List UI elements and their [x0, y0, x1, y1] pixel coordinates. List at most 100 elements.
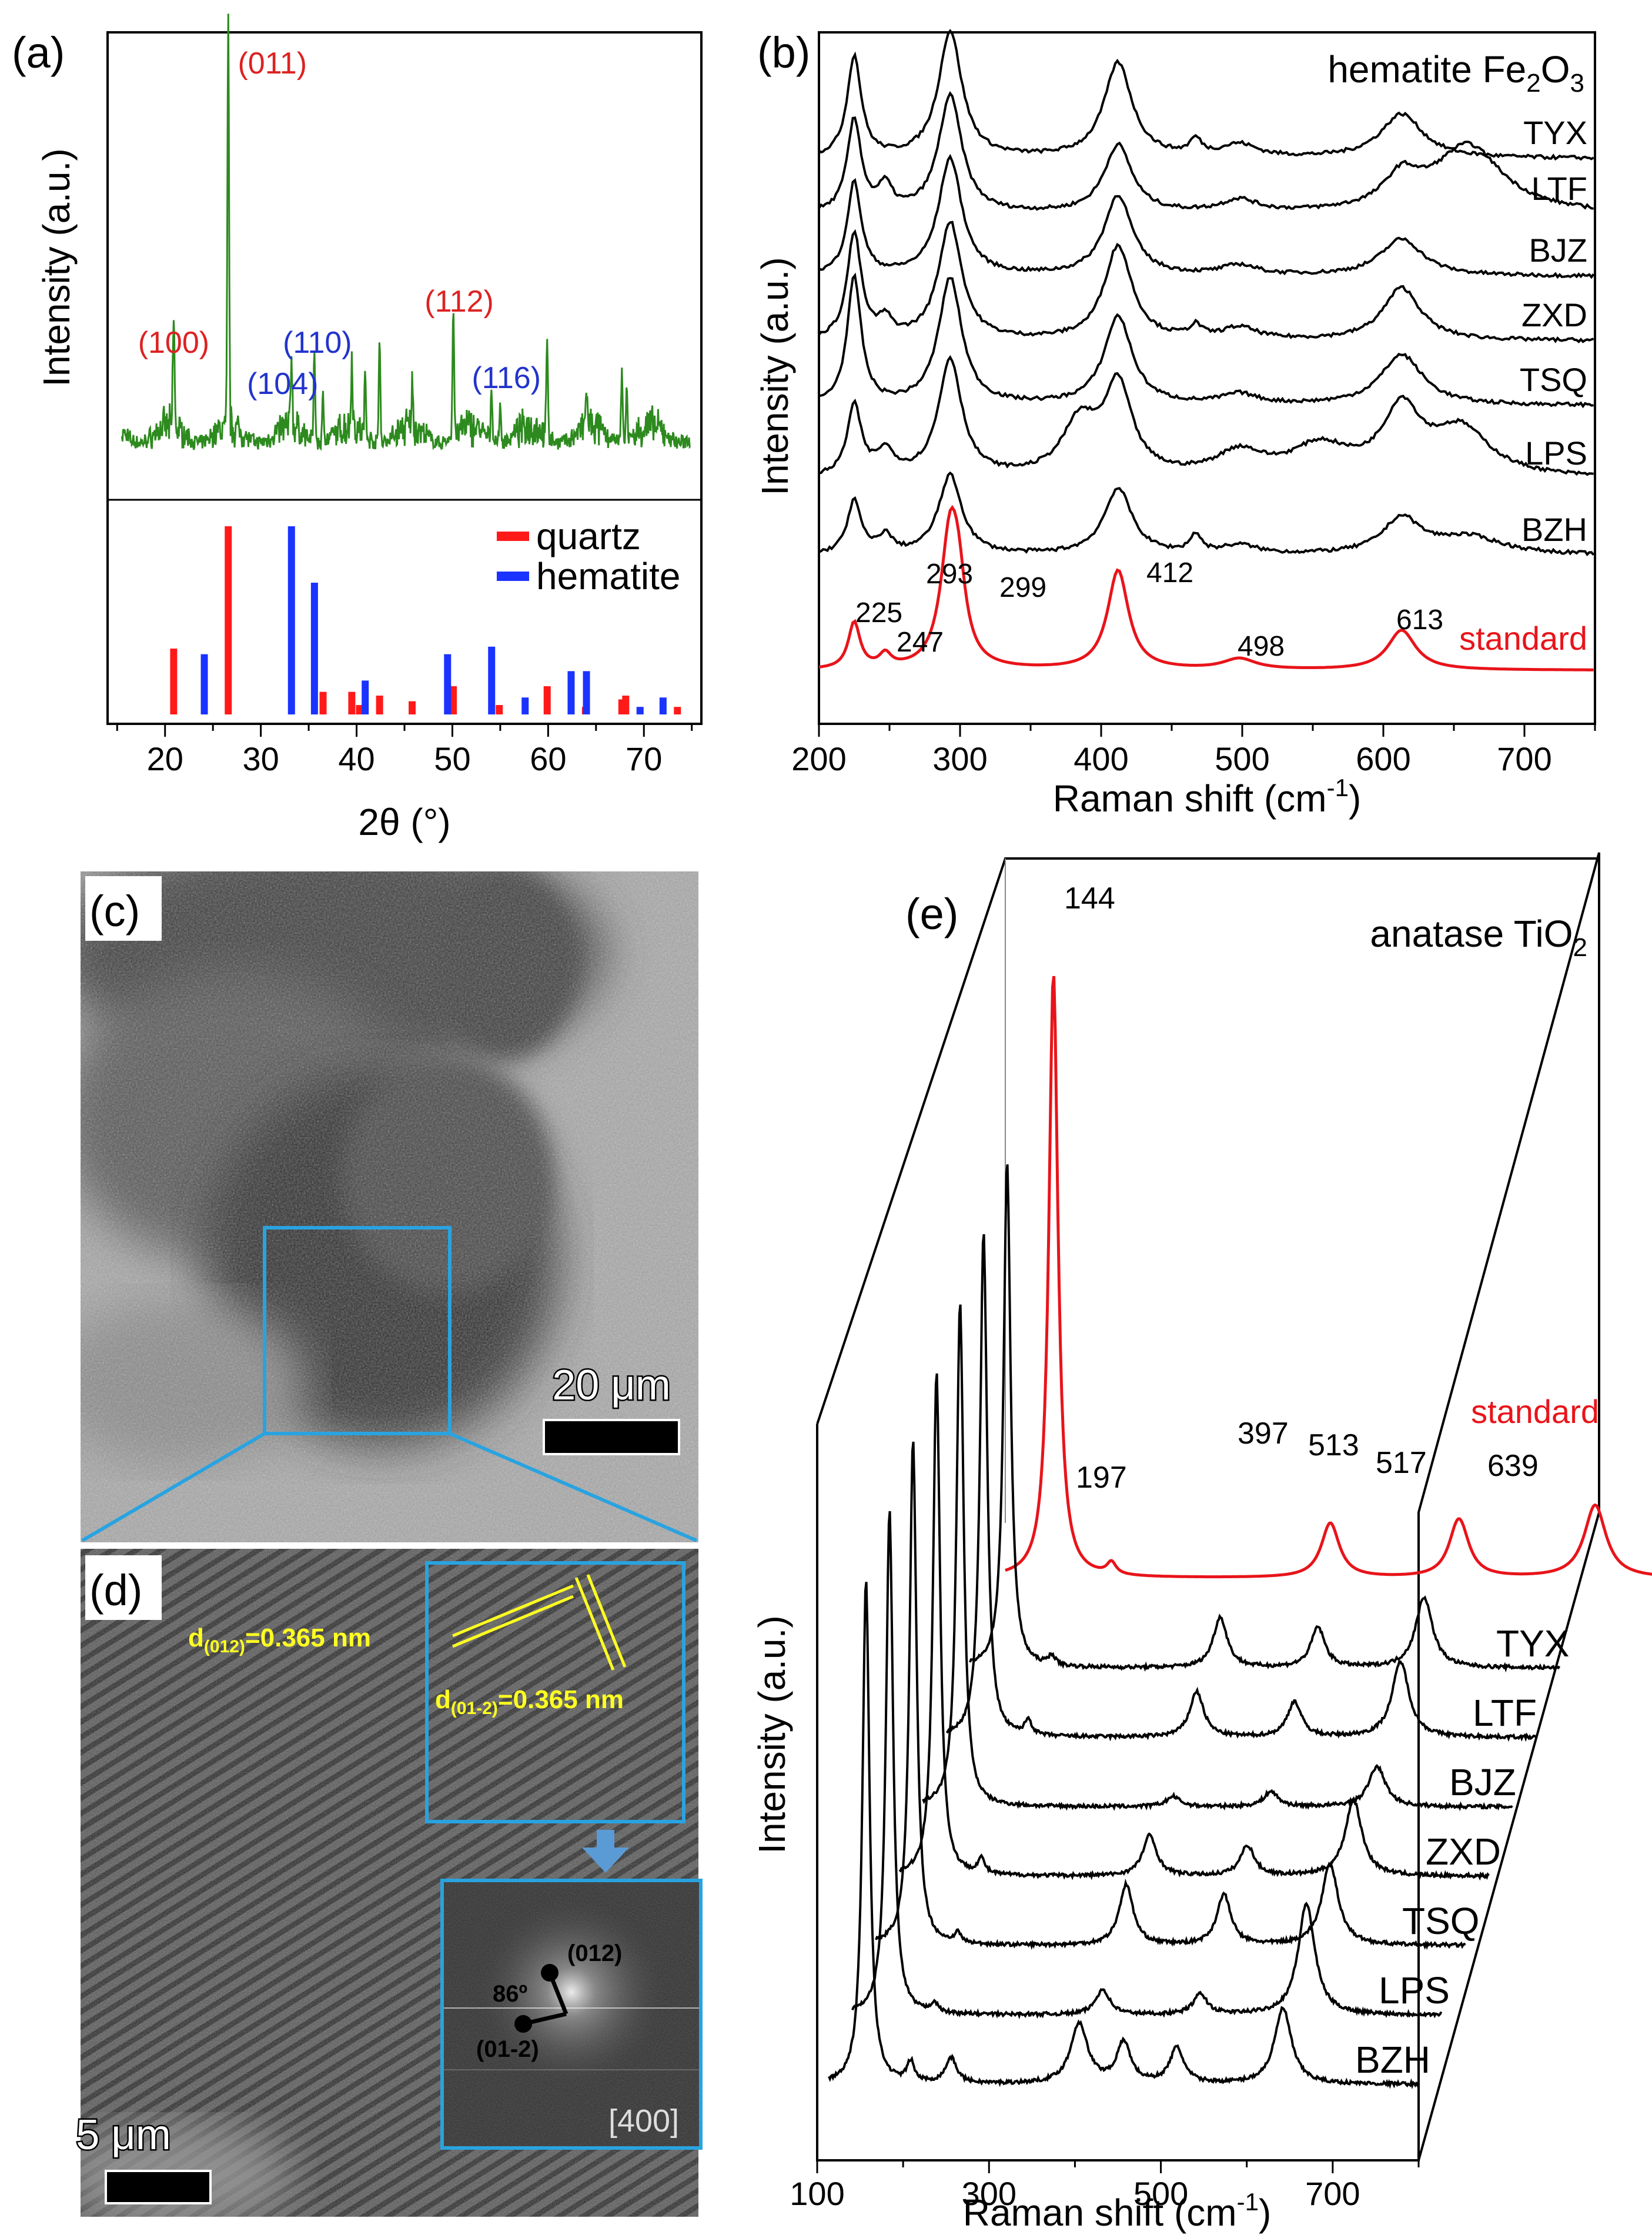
hematite-ref-bar — [287, 526, 295, 714]
hematite-ref-bar — [659, 697, 667, 714]
xrd-x-tick-label: 20 — [147, 740, 183, 777]
raman-e-x-tick-label: 300 — [962, 2175, 1016, 2212]
fft-spot-012-label: (012) — [567, 1940, 622, 1966]
d-spacing-01-2-label: d(01-2)=0.365 nm — [435, 1685, 624, 1718]
raman-e-series — [828, 975, 1652, 2090]
raman-e-peak-label: 144 — [1064, 881, 1115, 916]
quartz-ref-bar — [319, 691, 327, 714]
fringe-region-box — [425, 1561, 685, 1823]
panel-c-scalebar — [543, 1419, 680, 1455]
panel-a: (a) (011) (100) (104) (110) (112) (116) quart… — [12, 14, 703, 843]
panel-c-label: (c) — [89, 887, 140, 936]
raman-b-peak-label: 225 — [855, 597, 902, 629]
raman-b-x-tick-label: 600 — [1356, 740, 1410, 777]
raman-e-series-line — [922, 1304, 1513, 1812]
panel-a-label: (a) — [12, 28, 65, 77]
raman-e-series-line — [828, 1582, 1420, 2090]
panel-e-label: (e) — [905, 890, 958, 938]
raman-e-x-tick-label: 500 — [1133, 2175, 1188, 2212]
raman-e-x-axis-ticks: 100 300 500 700 — [790, 2160, 1420, 2212]
raman-b-peak-label: 299 — [999, 572, 1046, 603]
raman-b-peak-label: 412 — [1146, 557, 1193, 589]
hematite-ref-bar — [488, 646, 496, 714]
xrd-peak-label: (104) — [247, 367, 318, 401]
zoom-line-right — [449, 1432, 698, 1542]
raman-b-series-line — [818, 355, 1594, 476]
xrd-x-tick-label: 40 — [338, 740, 374, 777]
raman-b-series-line — [818, 91, 1594, 211]
raman-b-x-axis-ticks: 200 300 400 500 600 700 — [791, 724, 1596, 777]
zoom-region-box — [263, 1226, 452, 1435]
raman-b-series-name: ZXD — [1521, 296, 1587, 333]
quartz-ref-bar — [170, 649, 178, 714]
xrd-x-axis-ticks: 20 30 40 50 60 70 — [116, 724, 693, 777]
xrd-x-axis-label: 2θ (°) — [358, 801, 450, 843]
panel-d: (d) d(012)=0.365 nm d(01-2)=0.365 nm — [75, 1546, 703, 2219]
panel-e-3d-frame — [816, 852, 1600, 2161]
xrd-peak-label: (100) — [138, 326, 209, 360]
xrd-x-tick-label: 70 — [626, 740, 662, 777]
raman-b-y-axis-label: Intensity (a.u.) — [754, 257, 796, 496]
quartz-ref-bar — [543, 686, 551, 714]
hematite-ref-bar — [362, 680, 369, 714]
raman-b-x-tick-label: 300 — [932, 740, 987, 777]
reference-legend: quartz hematite — [497, 515, 680, 597]
panel-c: (c) 20 μm — [78, 869, 701, 1545]
raman-e-peak-label: 513 — [1308, 1428, 1359, 1462]
xrd-peak-label: (011) — [238, 46, 307, 81]
raman-e-series-name: BJZ — [1449, 1761, 1516, 1803]
raman-b-peak-label: 498 — [1238, 631, 1285, 662]
raman-e-y-axis-label: Intensity (a.u.) — [751, 1615, 793, 1854]
raman-b-series-line — [818, 153, 1595, 279]
raman-b-series-line — [818, 272, 1594, 409]
xrd-peak-labels: (011) (100) (104) (110) (112) (116) — [138, 46, 541, 401]
raman-b-x-tick-label: 400 — [1074, 740, 1128, 777]
raman-e-series-labels: standard TYX LTF BJZ ZXD TSQ LPS BZH — [1355, 1393, 1599, 2081]
raman-b-x-tick-label: 500 — [1215, 740, 1269, 777]
hematite-ref-bar — [200, 654, 208, 714]
panel-b-frame — [818, 31, 1596, 725]
raman-e-peak-labels: 144 197 397 513 517 639 — [1064, 881, 1539, 1495]
panel-b-label: (b) — [757, 28, 810, 77]
panel-c-label-bg — [85, 876, 162, 941]
quartz-ref-bar — [409, 701, 416, 714]
raman-e-series-line — [945, 1234, 1537, 1742]
hematite-ref-bar — [521, 697, 529, 714]
raman-b-series-name: LPS — [1525, 435, 1587, 472]
raman-b-series-labels: TYX LTF BJZ ZXD TSQ LPS BZH standard — [1459, 114, 1587, 657]
raman-e-series-line — [1005, 975, 1652, 1579]
raman-e-peak-label: 517 — [1376, 1446, 1427, 1480]
legend-hematite-label: hematite — [536, 555, 680, 597]
raman-e-series-name: LPS — [1379, 1969, 1450, 2012]
xrd-x-tick-label: 50 — [434, 740, 470, 777]
xrd-peak-label: (112) — [424, 285, 494, 319]
quartz-ref-bar — [348, 691, 356, 714]
xrd-x-tick-label: 60 — [530, 740, 566, 777]
raman-b-peak-label: 613 — [1396, 604, 1443, 636]
hematite-ref-bar — [636, 707, 644, 714]
raman-e-peak-label: 639 — [1487, 1449, 1539, 1483]
raman-b-series-name: standard — [1459, 620, 1587, 657]
raman-b-series-name: TSQ — [1520, 361, 1587, 398]
panel-d-label: (d) — [89, 1566, 142, 1615]
raman-e-x-tick-label: 700 — [1305, 2175, 1360, 2212]
d-spacing-012-label: d(012)=0.365 nm — [188, 1623, 371, 1656]
fft-angle-label: 86º — [493, 1981, 527, 2007]
raman-e-title: anatase TiO2 — [1370, 913, 1587, 962]
quartz-ref-bar — [622, 696, 630, 714]
raman-b-x-tick-label: 200 — [791, 740, 846, 777]
fft-spot-01-2-label: (01-2) — [476, 2036, 539, 2062]
raman-b-series-name: BJZ — [1529, 232, 1587, 269]
raman-e-series-line — [851, 1511, 1442, 2020]
quartz-ref-bar — [450, 686, 457, 714]
raman-b-peak-label: 247 — [897, 627, 944, 658]
raman-b-series-line — [818, 221, 1594, 343]
raman-e-x-tick-label: 100 — [790, 2175, 844, 2212]
raman-e-series-name: BZH — [1355, 2039, 1430, 2081]
fft-inset: (012) 86º (01-2) [400] — [440, 1879, 703, 2150]
quartz-ref-bar — [496, 705, 503, 714]
hematite-ref-bar — [444, 654, 452, 714]
raman-b-series-line — [818, 505, 1594, 671]
raman-b-series — [818, 28, 1595, 671]
